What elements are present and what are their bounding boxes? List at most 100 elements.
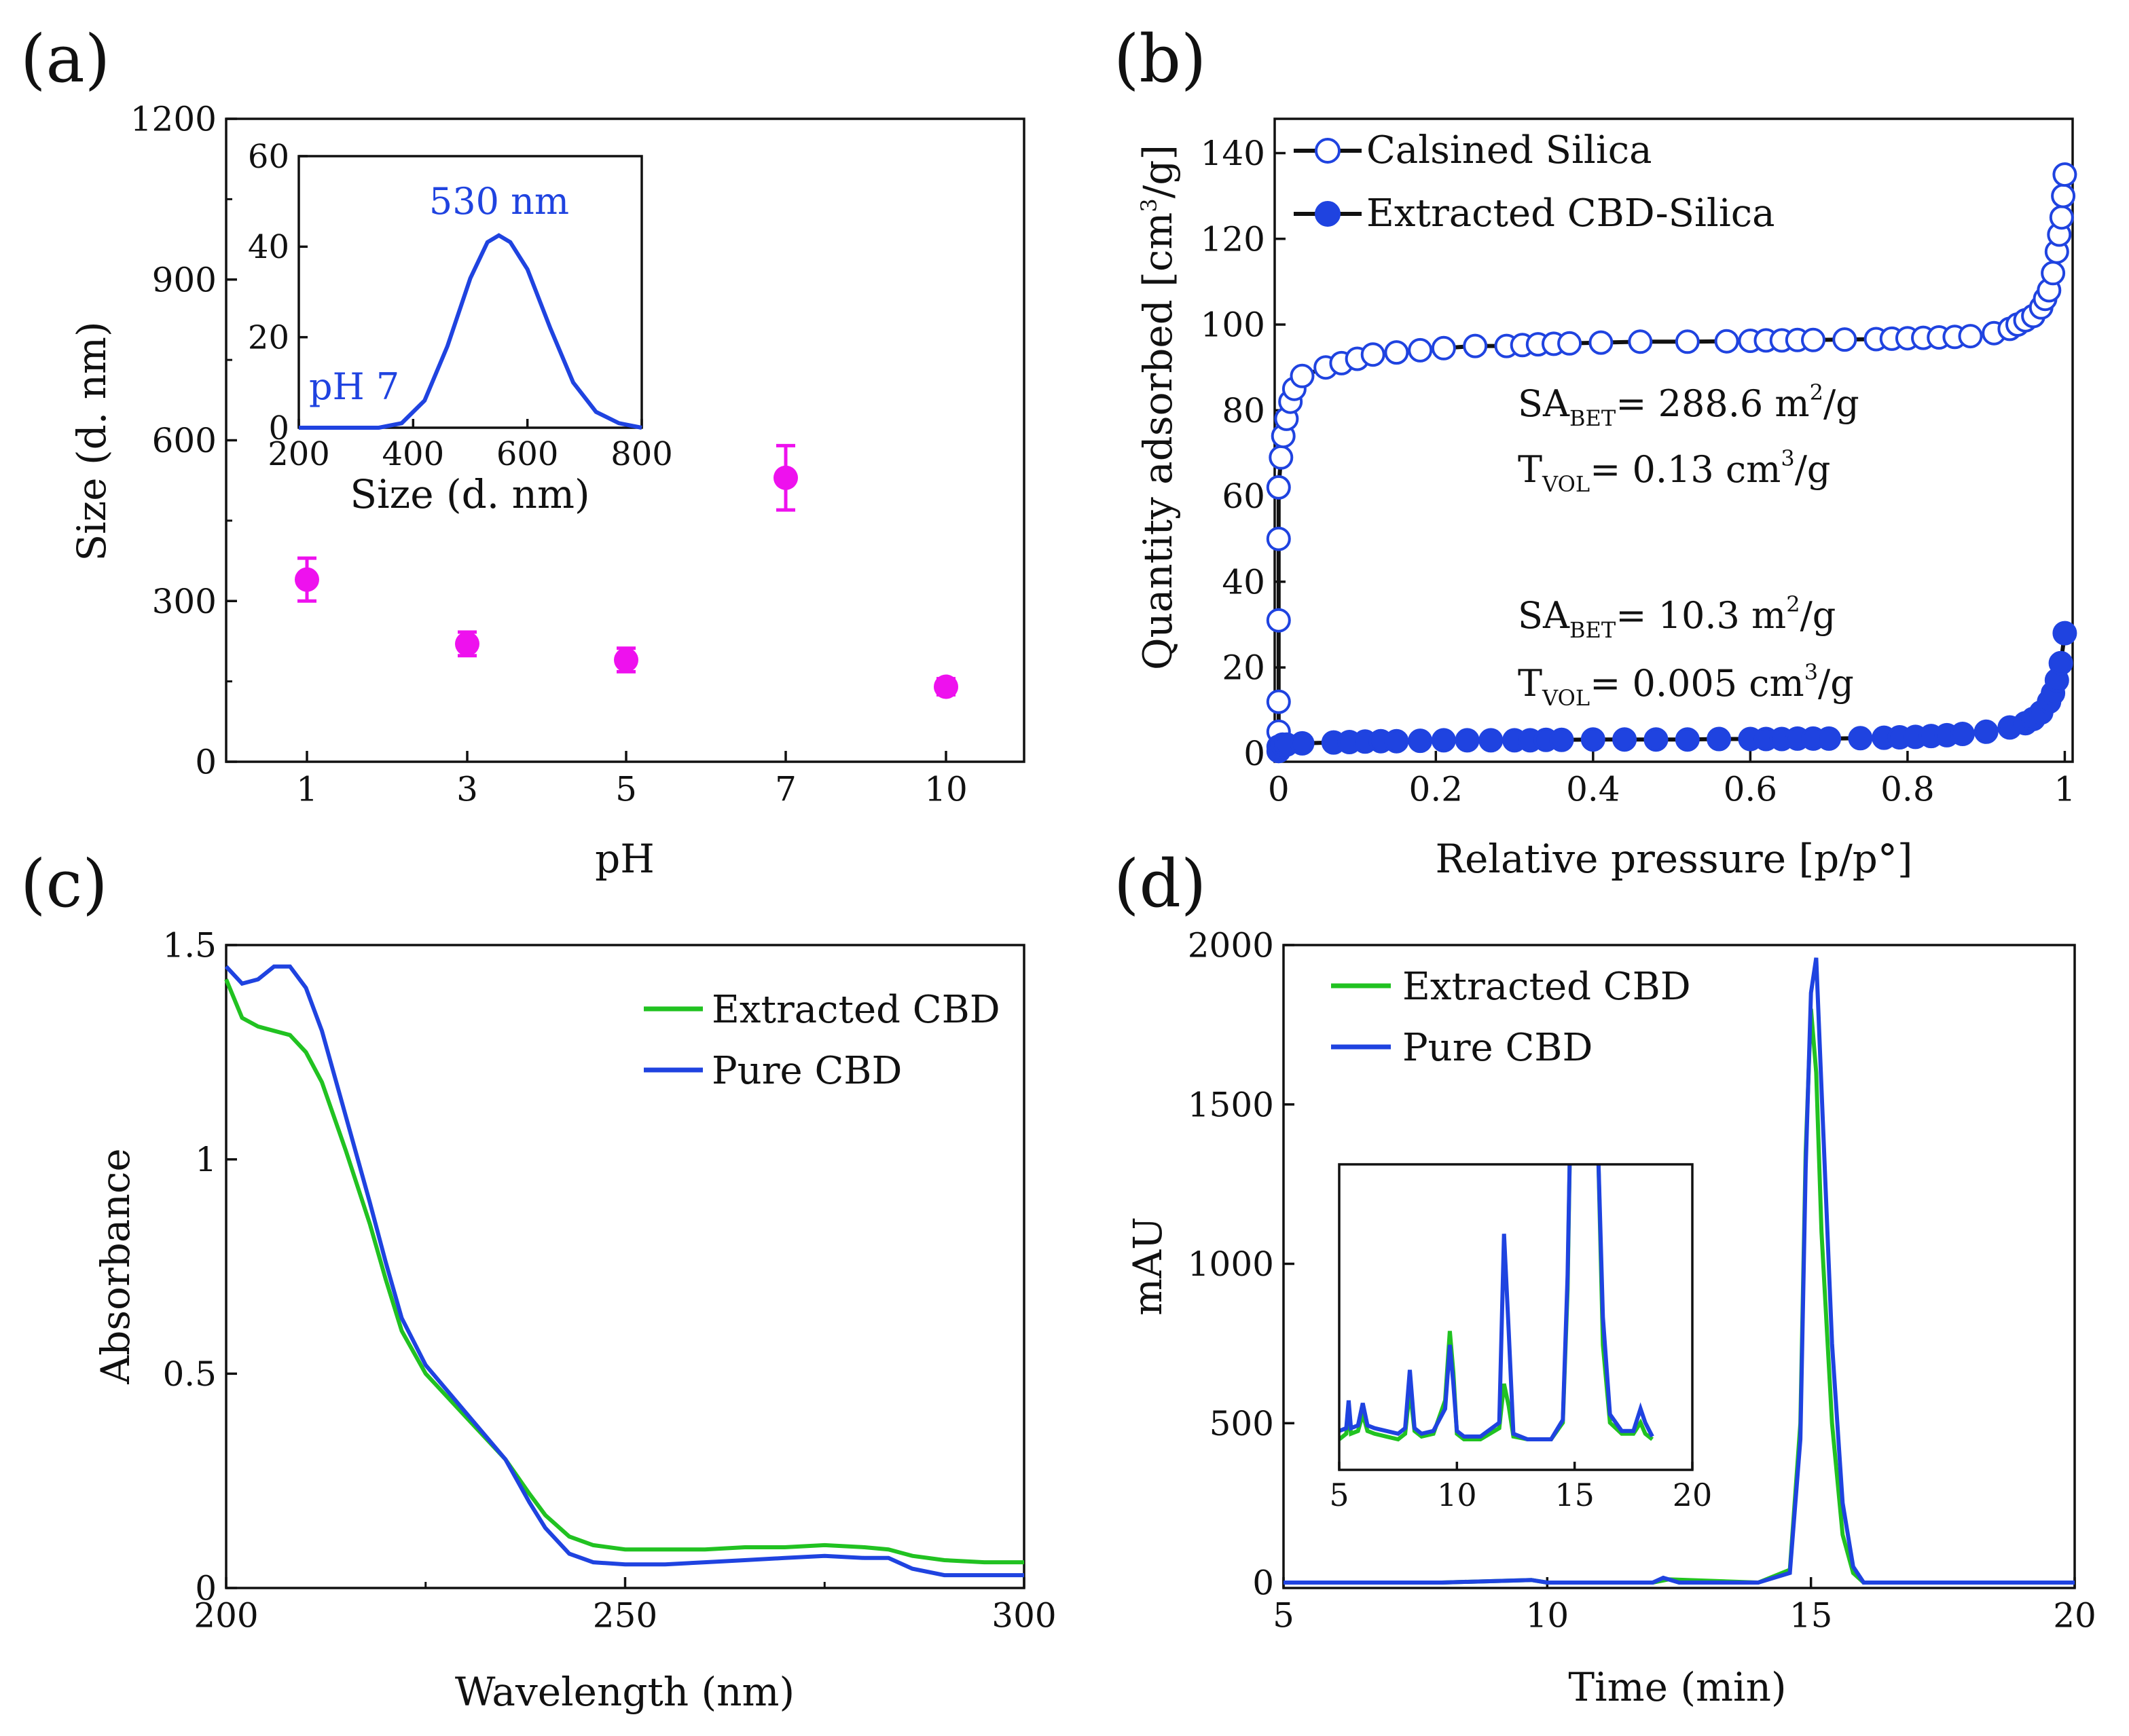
panel-b-marker (1643, 727, 1669, 752)
panel-d-plot-frame (1282, 944, 2076, 1589)
panel-b-y-axis-label: Quantity adsorbed [cm3/g] (1135, 145, 1181, 670)
panel-d-inset-pure-cbd-curve (1339, 1164, 1654, 1441)
panel-d-label: (d) (1114, 846, 1206, 922)
panel-a-inset-x-tick-label: 200 (268, 435, 330, 473)
panel-b-annotations: SABET= 288.6 m2/g TVOL= 0.13 cm3/g SABET… (1518, 380, 1859, 711)
panel-c-x-ticks: 200 250 300 (194, 1577, 1057, 1636)
panel-b-annotation-sa-bet-calsined: SABET= 288.6 m2/g (1518, 380, 1859, 431)
panel-a-y-axis-label: Size (d. nm) (69, 321, 115, 561)
panel-b-x-tick-label: 0.6 (1724, 770, 1778, 809)
panel-c-y-tick-label: 1.5 (162, 926, 217, 965)
panel-b-annotation-t-vol-calsined: TVOL= 0.13 cm3/g (1518, 445, 1830, 497)
panel-b-marker (1817, 726, 1842, 751)
panel-a-y-ticks: 0 300 600 900 1200 (130, 100, 237, 782)
panel-a-inset-x-axis-label: Size (d. nm) (350, 471, 589, 517)
panel-d-x-axis-label: Time (min) (1568, 1664, 1786, 1710)
panel-b-marker (1360, 342, 1385, 367)
panel-b-marker (1290, 363, 1315, 388)
panel-a-inset-y-tick-label: 60 (248, 138, 289, 176)
panel-b-marker (1580, 727, 1605, 752)
panel-b-marker (1832, 327, 1857, 352)
panel-a-inset-frame (297, 155, 643, 429)
panel-c-label: (c) (20, 846, 108, 922)
panel-a-inset-x-tick-label: 800 (611, 435, 673, 473)
panel-a-inset-y-tick-label: 20 (248, 318, 289, 356)
panel-c-legend: Extracted CBD Pure CBD (644, 988, 1000, 1093)
panel-a-inset-y-ticks: 0 20 40 60 (248, 138, 308, 447)
panel-d-legend-label-extracted: Extracted CBD (1402, 965, 1691, 1009)
panel-b-marker (1266, 526, 1291, 551)
panel-b-y-tick-label: 60 (1222, 477, 1265, 516)
panel-b-marker (1801, 327, 1825, 352)
panel-a-y-tick-label: 0 (195, 743, 217, 782)
panel-b-marker (2052, 621, 2077, 646)
panel-b-marker (1588, 330, 1614, 355)
panel-d-y-ticks: 0 500 1000 1500 2000 (1188, 926, 1294, 1603)
panel-b-marker (1431, 335, 1456, 361)
panel-c-legend-label-extracted: Extracted CBD (712, 988, 1000, 1032)
panel-b-y-tick-label: 20 (1222, 648, 1265, 688)
panel-a-y-tick-label: 900 (152, 260, 217, 299)
panel-b-marker (2051, 183, 2076, 208)
panel-b-x-tick-label: 0 (1268, 770, 1290, 809)
panel-a-x-tick-label: 5 (615, 770, 637, 809)
panel-b-marker (1266, 689, 1291, 714)
panel-b: (b) 0 20 40 60 80 100 120 140 0 0.2 0.4 0.6 0.8 1 Ca… (1114, 21, 2077, 882)
panel-c-extracted-cbd-curve (224, 978, 1024, 1565)
panel-d-inset-curves (1339, 1164, 1654, 1442)
panel-d-y-axis-label: mAU (1125, 1217, 1171, 1316)
panel-a-x-axis-label: pH (595, 836, 655, 882)
panel-c-y-axis-label: Absorbance (92, 1148, 139, 1384)
panel-d-y-tick-label: 0 (1252, 1564, 1274, 1603)
panel-d-x-ticks: 5 10 15 20 (1273, 1577, 2096, 1636)
panel-d-y-tick-label: 1500 (1188, 1085, 1274, 1124)
panel-a-y-tick-label: 1200 (130, 100, 217, 139)
panel-b-marker (2041, 261, 2066, 286)
panel-b-marker (1408, 337, 1433, 363)
panel-b-marker (1549, 727, 1574, 752)
panel-d-x-tick-label: 5 (1273, 1596, 1294, 1636)
panel-a-x-tick-label: 1 (296, 770, 318, 809)
panel-a-inset-peak-label: 530 nm (429, 180, 569, 223)
panel-b-legend-marker-extracted (1315, 201, 1341, 227)
panel-c-legend-label-pure: Pure CBD (712, 1049, 902, 1093)
panel-b-marker (1408, 728, 1433, 754)
panel-c-y-tick-label: 1 (195, 1140, 217, 1179)
panel-b-label: (b) (1114, 21, 1206, 97)
panel-b-marker (1478, 728, 1504, 753)
panel-a-inset-x-tick-label: 400 (382, 435, 445, 473)
panel-d-inset-x-tick-label: 5 (1329, 1477, 1349, 1513)
panel-d-legend-label-pure: Pure CBD (1402, 1026, 1593, 1070)
panel-a-x-tick-label: 3 (456, 770, 478, 809)
panel-a-data-point (934, 674, 958, 699)
panel-a-inset-x-ticks: 200 400 600 800 (268, 419, 673, 473)
panel-d-legend: Extracted CBD Pure CBD (1331, 965, 1691, 1070)
panel-a-data-point (774, 465, 798, 490)
panel-b-marker (1973, 719, 1999, 744)
panel-d: (d) 0 500 1000 1500 2000 5 10 15 20 Extracted C… (1114, 846, 2096, 1710)
panel-a-inset-background (299, 156, 642, 428)
panel-a-inset-size-distribution-curve (299, 233, 642, 430)
panel-c-x-axis-label: Wavelength (nm) (455, 1669, 795, 1715)
panel-b-marker (1384, 340, 1409, 365)
panel-b-x-tick-label: 1 (2054, 770, 2076, 809)
panel-b-annotation-t-vol-extracted: TVOL= 0.005 cm3/g (1518, 659, 1854, 711)
panel-b-marker (1431, 728, 1456, 753)
panel-b-marker (1612, 727, 1637, 752)
panel-b-calsined-silica-markers (1266, 162, 2077, 744)
panel-a-x-tick-label: 7 (775, 770, 797, 809)
panel-d-x-tick-label: 15 (1789, 1596, 1833, 1636)
panel-b-x-tick-label: 0.8 (1880, 770, 1935, 809)
panel-d-x-tick-label: 20 (2053, 1596, 2096, 1636)
panel-a-inset: 0 20 40 60 200 400 600 800 530 nm pH 7 Size (d… (248, 138, 673, 517)
panel-d-y-tick-label: 500 (1209, 1404, 1274, 1443)
panel-b-marker (1266, 475, 1291, 500)
panel-c-y-tick-label: 0.5 (162, 1354, 217, 1394)
panel-b-marker (1290, 731, 1315, 756)
panel-b-legend: Calsined Silica Extracted CBD-Silica (1294, 128, 1775, 236)
panel-b-marker (2048, 650, 2073, 676)
panel-c-pure-cbd-curve (224, 964, 1024, 1578)
panel-b-marker (2049, 205, 2074, 230)
panel-a-data-points (295, 443, 958, 699)
